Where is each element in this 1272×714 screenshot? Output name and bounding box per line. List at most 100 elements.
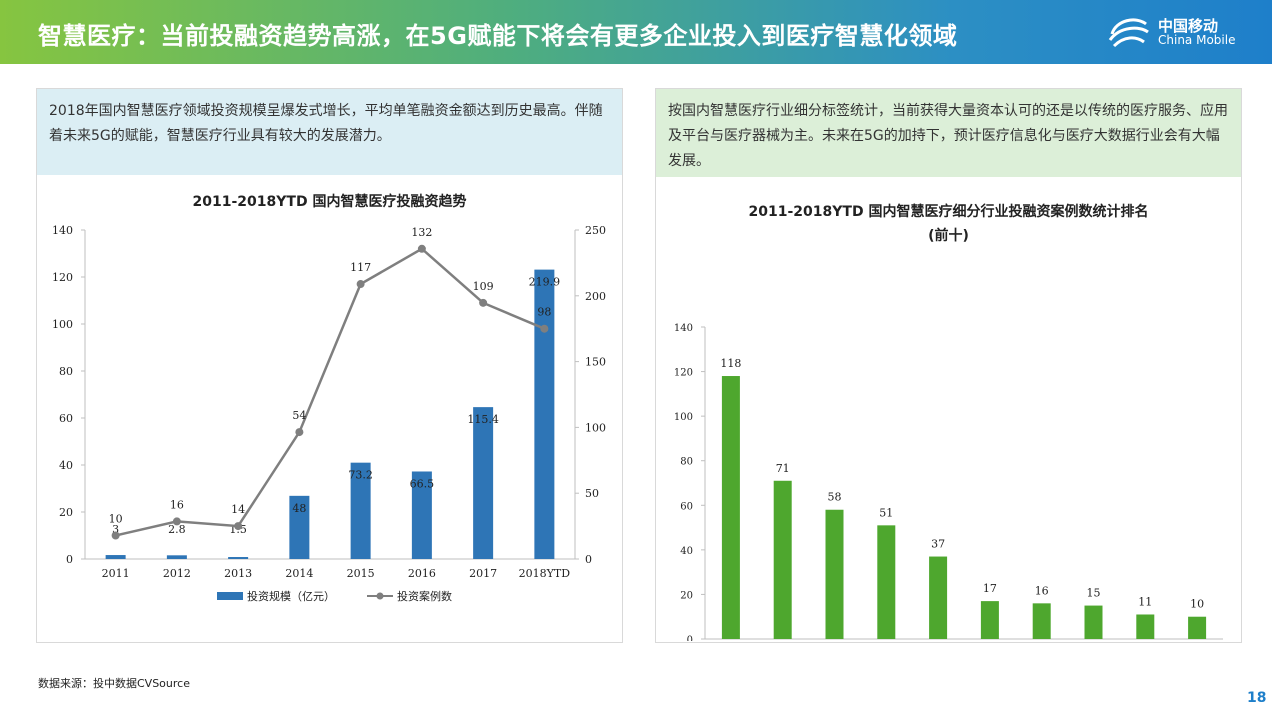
investment-bar [534,269,555,559]
case-count-point [234,522,243,531]
left-chart-title: 2011-2018YTD 国内智慧医疗投融资趋势 [192,194,467,210]
case-count-label: 98 [537,306,551,319]
y-tick-label: 40 [680,546,693,557]
right-y-tick-label: 50 [585,487,599,500]
logo-text-en: China Mobile [1158,33,1236,47]
x-category-label: 2011 [102,567,130,580]
x-category-label: 2015 [347,567,375,580]
case-count-bar [825,509,844,639]
china-mobile-logo-icon [1108,18,1149,48]
case-count-bar [1032,603,1051,639]
right-y-tick-label: 150 [585,356,606,369]
y-tick-label: 20 [680,590,693,601]
page-title: 智慧医疗：当前投融资趋势高涨，在5G赋能下将会有更多企业投入到医疗智慧化领域 [38,22,958,50]
right-y-tick-label: 100 [585,421,606,434]
investment-bar-label: 48 [292,502,306,515]
case-count-bar [1136,614,1155,639]
case-count-point [356,280,365,289]
left-y-tick-label: 60 [59,412,73,425]
case-count-label: 16 [170,498,184,511]
left-chart-panel: 2018年国内智慧医疗领域投资规模呈爆发式增长，平均单笔融资金额达到历史最高。伴… [36,88,623,643]
case-count-label: 132 [411,226,432,239]
left-y-tick-label: 80 [59,365,73,378]
case-count-point [172,517,181,526]
x-category-label: 2017 [469,567,497,580]
case-count-point [479,298,488,307]
china-mobile-logo: 中国移动 China Mobile [1106,12,1246,52]
case-count-bar-label: 58 [828,491,842,504]
legend-bar-label: 投资规模（亿元） [247,589,335,603]
investment-bar [350,462,371,559]
case-count-point [295,428,304,437]
y-tick-label: 0 [687,635,693,641]
case-count-label: 10 [109,513,123,526]
case-count-bar-label: 37 [931,538,945,551]
case-count-label: 109 [473,280,494,293]
x-category-label: 2014 [285,567,313,580]
left-y-tick-label: 40 [59,459,73,472]
investment-bar-label: 3 [112,523,119,536]
right-y-tick-label: 200 [585,290,606,303]
investment-bar [411,471,432,559]
y-tick-label: 80 [680,457,693,468]
right-y-tick-label: 0 [585,553,592,566]
x-category-label: 2012 [163,567,191,580]
case-count-bar-label: 17 [983,582,997,595]
y-tick-label: 60 [680,501,693,512]
case-count-point [111,531,120,540]
legend-line-label: 投资案例数 [397,589,452,603]
investment-trend-chart: 02040608010012014005010015020025032.81.5… [52,224,606,603]
case-count-bar [929,556,948,639]
case-count-bar [1084,605,1103,639]
left-y-tick-label: 140 [52,224,73,237]
investment-bar-label: 73.2 [348,469,373,482]
x-category-label: 2018YTD [519,567,571,580]
right-chart-title-line2: (前十) [928,228,969,244]
investment-bar [105,555,126,559]
case-count-bar-label: 11 [1138,595,1152,608]
x-category-label: 2013 [224,567,252,580]
segment-ranking-chart: 020406080100120140118715851371716151110医… [674,323,1223,641]
right-chart-panel: 按国内智慧医疗行业细分标签统计，当前获得大量资本认可的还是以传统的医疗服务、应用… [655,88,1242,643]
y-tick-label: 120 [674,368,693,379]
page-number: 18 [1247,690,1267,706]
case-count-bar-label: 118 [720,357,741,370]
right-y-tick-label: 250 [585,224,606,237]
right-description: 按国内智慧医疗行业细分标签统计，当前获得大量资本认可的还是以传统的医疗服务、应用… [656,89,1241,177]
case-count-bar-label: 15 [1087,587,1101,600]
case-count-point [417,244,426,253]
case-count-bar [1188,616,1207,639]
investment-bar [473,407,494,559]
y-tick-label: 140 [674,323,693,334]
investment-bar-label: 115.4 [467,413,499,426]
y-tick-label: 100 [674,412,693,423]
legend-line-marker [376,592,384,600]
header-banner: 智慧医疗：当前投融资趋势高涨，在5G赋能下将会有更多企业投入到医疗智慧化领域 中… [0,0,1272,64]
data-source-note: 数据来源：投中数据CVSource [38,677,190,690]
case-count-label: 54 [292,409,306,422]
investment-bar-label: 219.9 [529,276,561,289]
case-count-point [540,324,549,333]
case-count-label: 14 [231,503,245,516]
investment-bar [289,495,310,559]
case-count-label: 117 [350,261,371,274]
case-count-bar-label: 51 [879,506,893,519]
left-y-tick-label: 120 [52,271,73,284]
case-count-bar [773,480,792,639]
left-y-tick-label: 0 [66,553,73,566]
logo-text-cn: 中国移动 [1158,17,1219,35]
case-count-bar [877,525,896,639]
investment-bar [166,555,187,559]
investment-bar-label: 66.5 [410,477,435,490]
left-y-tick-label: 20 [59,506,73,519]
case-count-bar-label: 71 [776,462,790,475]
left-description: 2018年国内智慧医疗领域投资规模呈爆发式增长，平均单笔融资金额达到历史最高。伴… [37,89,622,175]
case-count-bar [721,376,740,639]
right-chart-title-line1: 2011-2018YTD 国内智慧医疗细分行业投融资案例数统计排名 [748,204,1149,220]
legend-bar-swatch [217,592,243,600]
investment-bar [228,557,249,559]
case-count-line [115,247,545,537]
case-count-bar [980,601,999,639]
investment-bar-label: 2.8 [168,523,186,536]
case-count-bar-label: 16 [1035,584,1049,597]
